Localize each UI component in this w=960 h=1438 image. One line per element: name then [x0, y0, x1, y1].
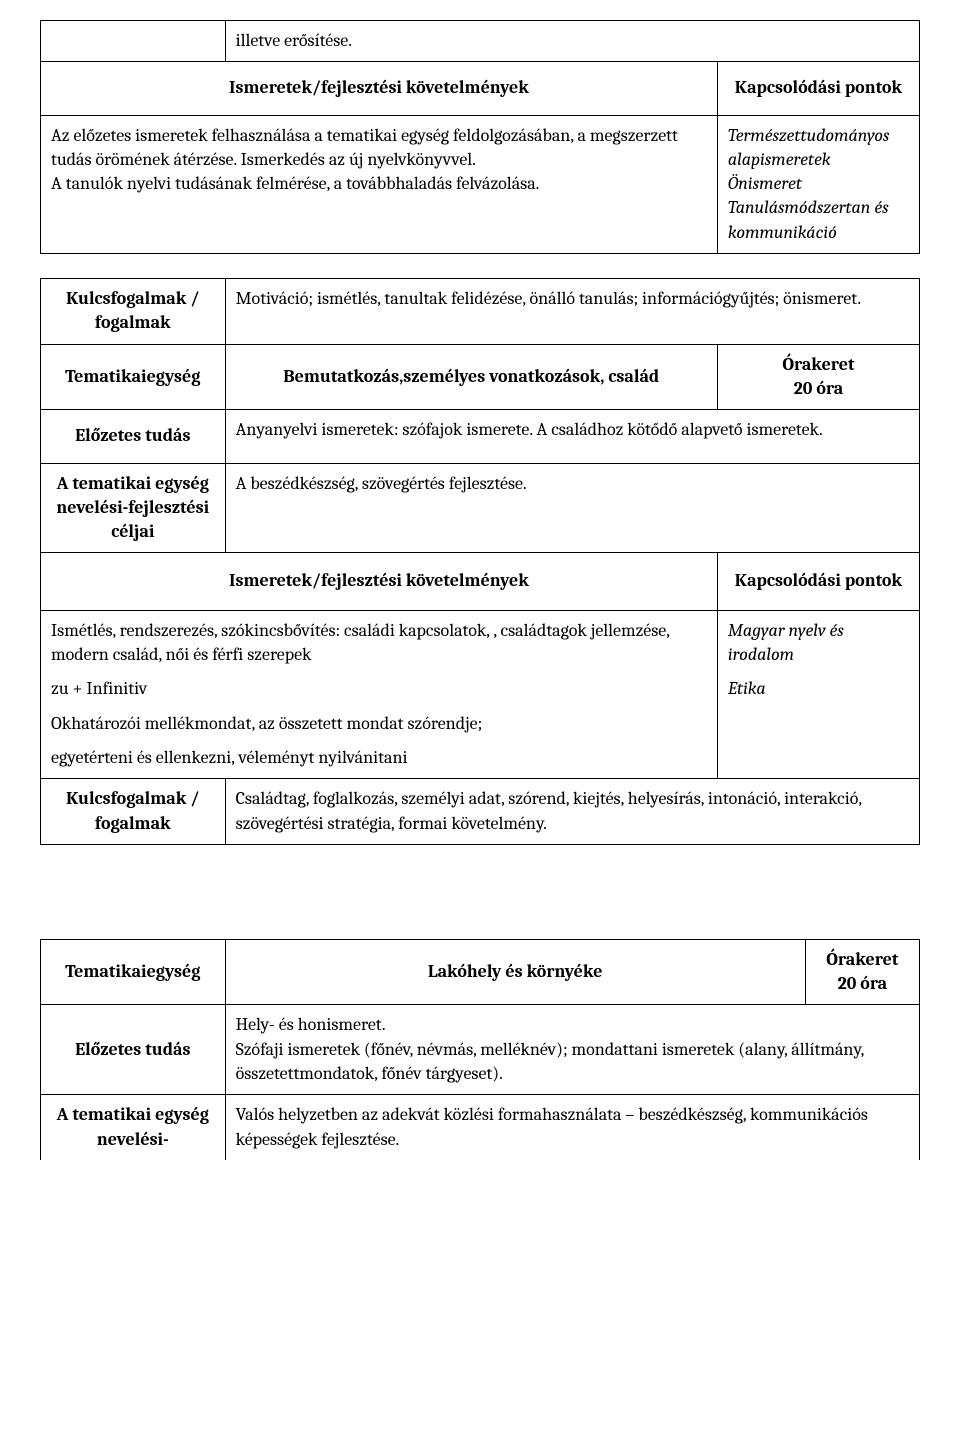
ora-cell: Órakeret 20 óra [717, 344, 919, 410]
ora-cell: Órakeret 20 óra [805, 939, 919, 1005]
header-requirements: Ismeretek/fejlesztési követelmények [41, 553, 718, 610]
elozetes-text: Hely- és honismeret. Szófaji ismeretek (… [225, 1005, 919, 1095]
table-row: illetve erősítése. [41, 21, 920, 62]
body-left-p3: Okhatározói mellékmondat, az összetett m… [51, 712, 707, 736]
atematikai-label: A tematikai egység nevelési- [41, 1095, 226, 1160]
continuation-cell: illetve erősítése. [225, 21, 919, 62]
spacer [40, 869, 920, 939]
table-intro: illetve erősítése. Ismeretek/fejlesztési… [40, 20, 920, 254]
body-right-p2: Etika [728, 677, 909, 701]
table-row: Kulcsfogalmak / fogalmak Motiváció; ismé… [41, 279, 920, 345]
body-left: Ismétlés, rendszerezés, szókincsbővítés:… [41, 610, 718, 778]
body-left-p4: egyetérteni és ellenkezni, véleményt nyi… [51, 746, 707, 770]
atematikai-text: A beszédkészség, szövegértés fejlesztése… [225, 463, 919, 553]
body-right-p1: Magyar nyelv és irodalom [728, 619, 909, 668]
continuation-text: illetve erősítése. [236, 30, 352, 51]
elozetes-label: Előzetes tudás [41, 1005, 226, 1095]
table-unit-lakohely: Tematikaiegység Lakóhely és környéke Óra… [40, 939, 920, 1160]
atematikai-label: A tematikai egység nevelési-fejlesztési … [41, 463, 226, 553]
table-row: Az előzetes ismeretek felhasználása a te… [41, 115, 920, 253]
header-requirements: Ismeretek/fejlesztési követelmények [41, 62, 718, 115]
table-row: Kulcsfogalmak / fogalmak Családtag, fogl… [41, 779, 920, 845]
elozetes-text: Anyanyelvi ismeretek: szófajok ismerete.… [225, 410, 919, 463]
table-row: Ismétlés, rendszerezés, szókincsbővítés:… [41, 610, 920, 778]
atematikai-text: Valós helyzetben az adekvát közlési form… [225, 1095, 919, 1160]
tema-label: Tematikaiegység [41, 344, 226, 410]
empty-cell [41, 21, 226, 62]
kulcs2-text: Családtag, foglalkozás, személyi adat, s… [225, 779, 919, 845]
body-left-p1: Ismétlés, rendszerezés, szókincsbővítés:… [51, 619, 707, 668]
content-left: Az előzetes ismeretek felhasználása a te… [41, 115, 718, 253]
body-left-p2: zu + Infinitiv [51, 677, 707, 701]
table-row: Előzetes tudás Hely- és honismeret. Szóf… [41, 1005, 920, 1095]
kulcs2-label: Kulcsfogalmak / fogalmak [41, 779, 226, 845]
table-row: Ismeretek/fejlesztési követelmények Kapc… [41, 553, 920, 610]
tema-title: Lakóhely és környéke [225, 939, 805, 1005]
header-connections: Kapcsolódási pontok [717, 553, 919, 610]
table-row: A tematikai egység nevelési- Valós helyz… [41, 1095, 920, 1160]
tema-label: Tematikaiegység [41, 939, 226, 1005]
table-row: Előzetes tudás Anyanyelvi ismeretek: szó… [41, 410, 920, 463]
header-connections: Kapcsolódási pontok [717, 62, 919, 115]
tema-title: Bemutatkozás,személyes vonatkozások, csa… [225, 344, 717, 410]
kulcs-text: Motiváció; ismétlés, tanultak felidézése… [225, 279, 919, 345]
elozetes-label: Előzetes tudás [41, 410, 226, 463]
content-right-text: Természettudományos alapismeretek Önisme… [728, 124, 909, 245]
table-row: Tematikaiegység Bemutatkozás,személyes v… [41, 344, 920, 410]
body-right: Magyar nyelv és irodalom Etika [717, 610, 919, 778]
content-right: Természettudományos alapismeretek Önisme… [717, 115, 919, 253]
kulcs-label: Kulcsfogalmak / fogalmak [41, 279, 226, 345]
content-left-text: Az előzetes ismeretek felhasználása a te… [51, 124, 707, 197]
table-row: Ismeretek/fejlesztési követelmények Kapc… [41, 62, 920, 115]
table-row: Tematikaiegység Lakóhely és környéke Óra… [41, 939, 920, 1005]
table-unit-family: Kulcsfogalmak / fogalmak Motiváció; ismé… [40, 278, 920, 845]
table-row: A tematikai egység nevelési-fejlesztési … [41, 463, 920, 553]
